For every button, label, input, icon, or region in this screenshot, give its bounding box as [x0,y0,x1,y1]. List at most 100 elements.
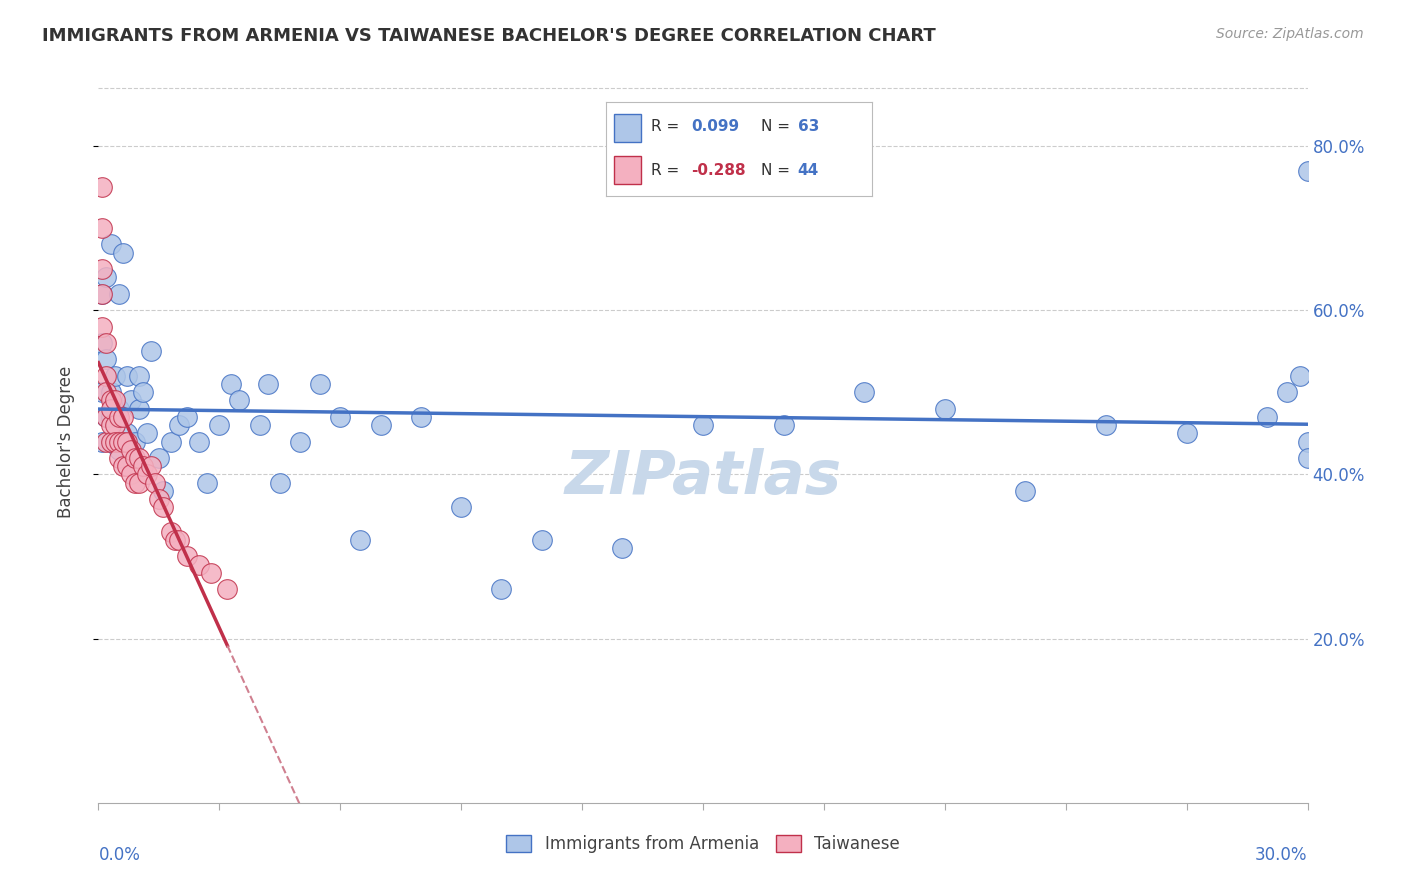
Point [124,450,146,465]
Point [188,434,211,449]
Point [132,459,155,474]
Point [100,418,122,433]
Point [135,467,157,482]
Point [128,401,150,416]
Point [1277,385,1299,400]
Point [128,368,150,383]
Text: Source: ZipAtlas.com: Source: ZipAtlas.com [1216,27,1364,41]
Point [309,377,332,392]
Point [103,434,125,449]
Point [256,377,278,392]
Point [115,434,138,449]
Point [120,442,142,457]
Point [450,500,472,515]
Point [612,541,634,556]
Point [91,336,114,351]
Text: 30.0%: 30.0% [1256,847,1308,864]
Point [91,180,114,194]
Point [111,434,134,449]
Point [143,475,166,490]
Point [107,401,129,416]
Point [91,286,114,301]
Point [120,450,142,465]
Point [176,409,198,424]
Point [370,418,392,433]
Point [115,368,138,383]
Point [1288,368,1310,383]
Point [91,221,114,235]
Point [409,409,432,424]
Point [100,434,122,449]
Point [96,409,118,424]
Point [107,286,129,301]
Point [139,459,162,474]
Point [167,533,190,547]
Point [1296,163,1319,178]
Point [96,270,118,285]
Point [228,393,250,408]
Point [132,385,155,400]
Point [91,286,114,301]
Text: ZIPatlas: ZIPatlas [564,448,842,508]
Point [111,409,134,424]
Point [188,558,211,572]
Point [349,533,371,547]
Point [107,450,129,465]
Point [107,434,129,449]
Y-axis label: Bachelor's Degree: Bachelor's Degree [56,366,75,517]
Point [167,418,190,433]
Point [103,418,125,433]
Point [91,262,114,277]
Point [1296,450,1319,465]
Point [772,418,794,433]
Point [96,409,118,424]
Point [1014,483,1036,498]
Point [530,533,553,547]
Point [135,426,157,441]
Point [107,442,129,457]
Point [96,434,118,449]
Point [221,377,243,392]
Point [103,401,125,416]
Point [100,434,122,449]
Point [1095,418,1118,433]
Point [128,475,150,490]
Point [329,409,352,424]
Point [195,475,218,490]
Point [1175,426,1198,441]
Point [249,418,271,433]
Point [208,418,231,433]
Point [96,385,118,400]
Point [124,434,146,449]
Point [103,368,125,383]
Point [176,549,198,564]
Point [91,319,114,334]
Point [269,475,291,490]
Point [160,434,183,449]
Point [128,450,150,465]
Point [91,385,114,400]
Point [111,459,134,474]
Point [100,401,122,416]
Point [120,467,142,482]
Point [217,582,239,597]
Point [91,434,114,449]
Point [96,368,118,383]
Point [115,426,138,441]
Point [853,385,876,400]
Point [934,401,956,416]
Point [120,393,142,408]
Point [148,450,170,465]
Text: IMMIGRANTS FROM ARMENIA VS TAIWANESE BACHELOR'S DEGREE CORRELATION CHART: IMMIGRANTS FROM ARMENIA VS TAIWANESE BAC… [42,27,936,45]
Point [96,352,118,367]
Point [124,475,146,490]
Point [107,409,129,424]
Point [96,336,118,351]
Point [100,409,122,424]
Point [491,582,513,597]
Point [103,393,125,408]
Point [148,491,170,506]
Point [139,344,162,359]
Point [111,245,134,260]
Point [100,237,122,252]
